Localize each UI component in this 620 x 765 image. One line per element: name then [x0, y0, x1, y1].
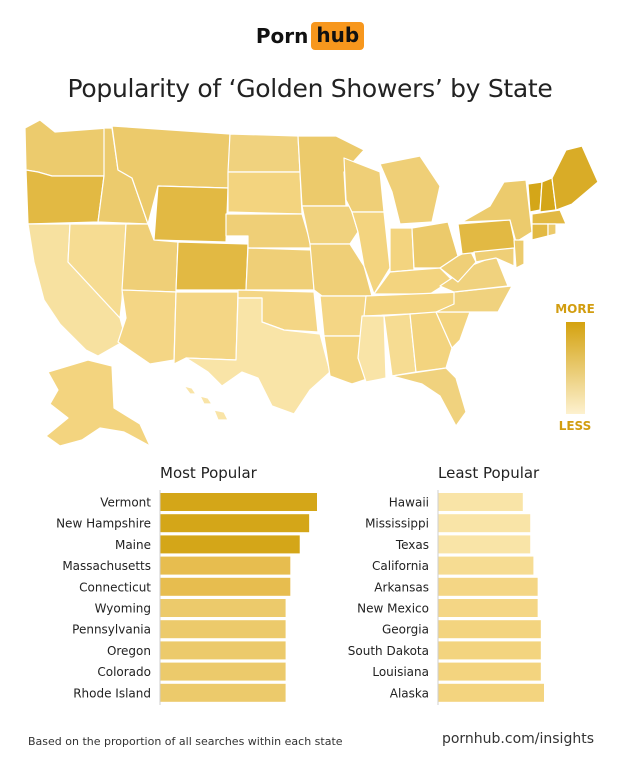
state-nevada — [67, 223, 127, 319]
state-michigan — [379, 155, 441, 225]
most-bar-maine — [160, 535, 300, 554]
least-label-arkansas: Arkansas — [374, 580, 429, 594]
most-bar-vermont — [160, 493, 317, 511]
least-label-south-dakota: South Dakota — [348, 644, 429, 658]
least-label-alaska: Alaska — [390, 686, 429, 700]
pornhub-logo: Porn hub — [0, 22, 620, 50]
least-bar-california — [438, 556, 534, 575]
state-iowa — [301, 205, 359, 245]
least-label-georgia: Georgia — [382, 623, 429, 637]
most-label-vermont: Vermont — [100, 496, 151, 510]
bar-charts: Vermont New Hampshire Maine Massachusetts Co… — [56, 490, 544, 705]
least-label-louisiana: Louisiana — [372, 665, 429, 679]
legend-more-label: MORE — [555, 302, 595, 316]
most-label-wyoming: Wyoming — [95, 602, 151, 616]
least-bar-new-mexico — [438, 599, 538, 617]
least-bar-south-dakota — [438, 641, 541, 660]
most-label-oregon: Oregon — [107, 644, 151, 658]
most-popular-title: Most Popular — [160, 464, 257, 482]
site-url: pornhub.com/insights — [441, 731, 594, 747]
state-mississippi — [357, 315, 387, 383]
state-maryland — [473, 247, 515, 267]
least-bar-arkansas — [438, 577, 538, 596]
most-bar-wyoming — [160, 599, 286, 617]
least-bar-georgia — [438, 620, 541, 639]
state-texas — [185, 297, 331, 415]
logo-text-porn: Porn — [255, 24, 309, 48]
most-label-colorado: Colorado — [97, 665, 151, 679]
state-rhode-island — [547, 223, 557, 237]
logo-text-hub: hub — [311, 22, 365, 50]
most-label-connecticut: Connecticut — [79, 580, 151, 594]
most-label-massachusetts: Massachusetts — [62, 559, 151, 573]
most-bar-massachusetts — [160, 556, 291, 575]
most-bar-new-hampshire — [160, 514, 310, 533]
state-florida — [391, 367, 467, 427]
state-georgia — [409, 311, 453, 373]
most-bar-pennsylvania — [160, 620, 286, 639]
state-hawaii — [183, 385, 229, 421]
most-label-new-hampshire: New Hampshire — [56, 517, 151, 531]
most-label-maine: Maine — [115, 538, 151, 552]
least-label-hawaii: Hawaii — [389, 496, 429, 510]
least-bar-texas — [438, 535, 531, 554]
legend-less-label: LESS — [558, 419, 592, 433]
most-label-pennsylvania: Pennsylvania — [72, 623, 151, 637]
least-bar-mississippi — [438, 514, 531, 533]
state-new-jersey — [513, 239, 525, 269]
us-choropleth-map — [24, 119, 599, 447]
least-label-california: California — [372, 559, 429, 573]
most-bar-colorado — [160, 662, 286, 681]
most-label-rhode-island: Rhode Island — [73, 686, 151, 700]
least-bar-louisiana — [438, 662, 541, 681]
least-label-texas: Texas — [395, 538, 429, 552]
least-bar-hawaii — [438, 493, 523, 511]
most-bar-rhode-island — [160, 683, 286, 702]
least-label-mississippi: Mississippi — [365, 517, 429, 531]
state-wyoming — [153, 185, 229, 243]
state-alaska — [45, 359, 151, 447]
footnote: Based on the proportion of all searches … — [28, 735, 343, 748]
least-label-new-mexico: New Mexico — [357, 602, 429, 616]
legend-gradient — [566, 322, 585, 414]
state-massachusetts — [531, 209, 567, 225]
most-bar-oregon — [160, 641, 286, 660]
least-bar-alaska — [438, 683, 544, 702]
most-bar-connecticut — [160, 577, 291, 596]
state-north-carolina — [435, 285, 513, 313]
chart-title: Popularity of ‘Golden Showers’ by State — [67, 74, 553, 103]
state-west-virginia — [439, 249, 477, 283]
least-popular-title: Least Popular — [438, 464, 540, 482]
